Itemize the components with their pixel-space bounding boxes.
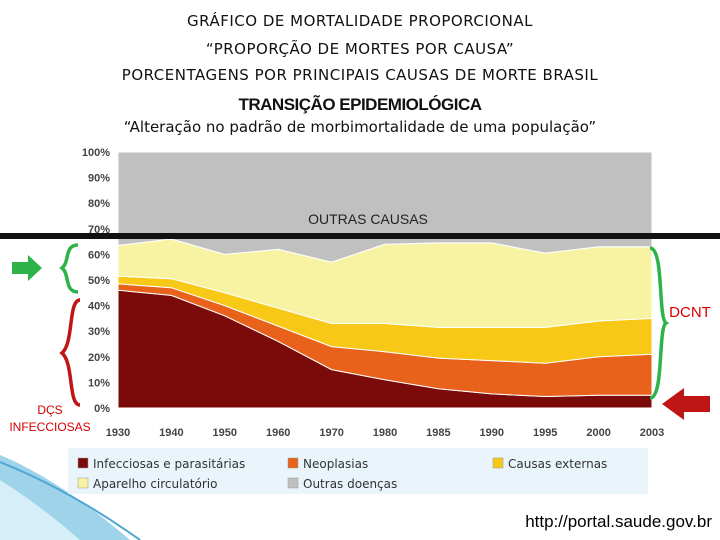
outras-causas-label: OUTRAS CAUSAS [308,211,428,227]
left-green-bracket [59,243,79,294]
divider-line [0,233,720,239]
chart-subtitle: “PROPORÇÃO DE MORTES POR CAUSA” [205,40,515,58]
legend-label: Infecciosas e parasitárias [93,457,245,471]
y-tick-label: 70% [88,224,110,236]
y-tick-label: 20% [88,352,110,364]
decorative-swoosh [0,455,141,540]
legend-label: Neoplasias [303,457,368,471]
x-tick-label: 1930 [106,427,130,439]
right-green-bracket [649,246,670,400]
y-tick-label: 40% [88,301,110,313]
legend-label: Outras doenças [303,477,397,491]
chart-title: GRÁFICO DE MORTALIDADE PROPORCIONAL [187,12,533,30]
stacked-areas [117,151,653,409]
dcnt-label: DCNT [669,304,711,321]
legend-swatch [492,457,504,469]
x-tick-label: 1985 [426,427,450,439]
legend-swatch [77,457,89,469]
source-url: http://portal.saude.gov.br [525,512,712,531]
y-tick-label: 60% [88,249,110,261]
section-heading: TRANSIÇÃO EPIDEMIOLÓGICA [238,95,482,114]
x-tick-label: 2000 [586,427,610,439]
legend-box [68,448,648,494]
dcs-label: DÇS [37,403,62,417]
legend-swatch [287,477,299,489]
y-tick-label: 10% [88,377,110,389]
legend-label: Causas externas [508,457,607,471]
y-tick-label: 90% [88,173,110,185]
x-tick-label: 1995 [533,427,557,439]
x-tick-label: 1970 [319,427,343,439]
y-tick-label: 50% [88,275,110,287]
legend-swatch [287,457,299,469]
y-tick-label: 0% [94,403,110,415]
legend-label: Aparelho circulatório [93,477,217,491]
left-red-bracket [59,298,81,407]
y-axis-ticks: 0% 10% 20% 30% 40% 50% 60% 70% 80% 90% 100% [82,147,110,415]
y-tick-label: 80% [88,198,110,210]
legend-swatch [77,477,89,489]
chart-legend: Infecciosas e parasitárias Neoplasias Caus… [77,457,607,491]
chart-subtitle-2: PORCENTAGENS POR PRINCIPAIS CAUSAS DE MO… [121,66,599,84]
green-arrow-icon [12,255,42,281]
y-tick-label: 30% [88,326,110,338]
red-arrow-icon [662,388,710,420]
y-tick-label: 100% [82,147,110,159]
x-tick-label: 1940 [159,427,183,439]
x-tick-label: 1960 [266,427,290,439]
infecciosas-label: INFECCIOSAS [9,420,90,434]
x-tick-label: 1950 [213,427,237,439]
x-axis-ticks: 1930 1940 1950 1960 1970 1980 1985 1990 1995 2000… [106,427,664,439]
x-tick-label: 2003 [640,427,664,439]
x-tick-label: 1980 [373,427,397,439]
section-description: “Alteração no padrão de morbimortalidade… [123,118,597,136]
x-tick-label: 1990 [480,427,504,439]
